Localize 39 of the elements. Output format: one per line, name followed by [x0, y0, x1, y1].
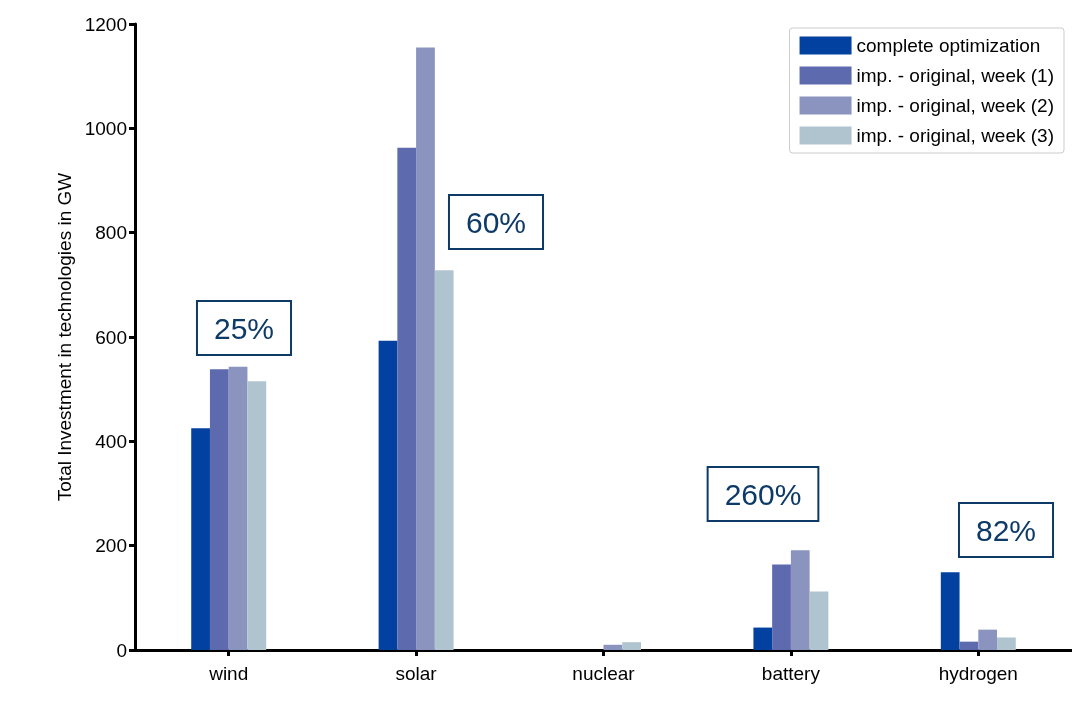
bar: [434, 270, 454, 650]
x-tick-label: battery: [761, 663, 821, 684]
y-tick-label: 1000: [84, 117, 127, 139]
legend-label: imp. - original, week (2): [856, 95, 1054, 116]
bar: [397, 147, 417, 650]
annotation: 60%: [465, 205, 527, 239]
bar: [416, 47, 435, 650]
bar: [790, 550, 810, 650]
bar: [997, 637, 1016, 650]
x-tick-label: wind: [208, 663, 249, 684]
bar: [209, 369, 229, 650]
x-tick-label: nuclear: [572, 663, 636, 684]
x-tick-label: solar: [395, 663, 438, 684]
legend-label: complete optimization: [856, 35, 1041, 56]
bar: [247, 381, 267, 650]
bar: [378, 340, 398, 650]
bar: [603, 644, 623, 650]
annotation: 25%: [213, 311, 275, 345]
bar: [809, 591, 829, 650]
y-tick-label: 800: [95, 222, 127, 244]
x-tick-label: hydrogen: [938, 663, 1018, 684]
y-tick-label: 1200: [84, 13, 127, 35]
y-tick-label: 200: [95, 535, 127, 557]
bar: [191, 428, 210, 650]
bar: [959, 641, 979, 650]
bar: [978, 629, 998, 650]
bar: [772, 564, 791, 650]
y-tick-label: 0: [116, 639, 127, 661]
legend-label: imp. - original, week (1): [856, 65, 1054, 86]
annotation: 260%: [724, 477, 802, 511]
legend-label: imp. - original, week (3): [856, 125, 1054, 146]
bar: [753, 627, 773, 650]
bar: [622, 642, 641, 650]
bar: [228, 366, 248, 650]
y-tick-label: 600: [95, 326, 127, 348]
bar: [940, 572, 960, 650]
y-axis-title: Total Investment in technologies in GW: [53, 172, 75, 502]
y-tick-label: 400: [95, 430, 127, 452]
annotation: 82%: [975, 513, 1037, 547]
